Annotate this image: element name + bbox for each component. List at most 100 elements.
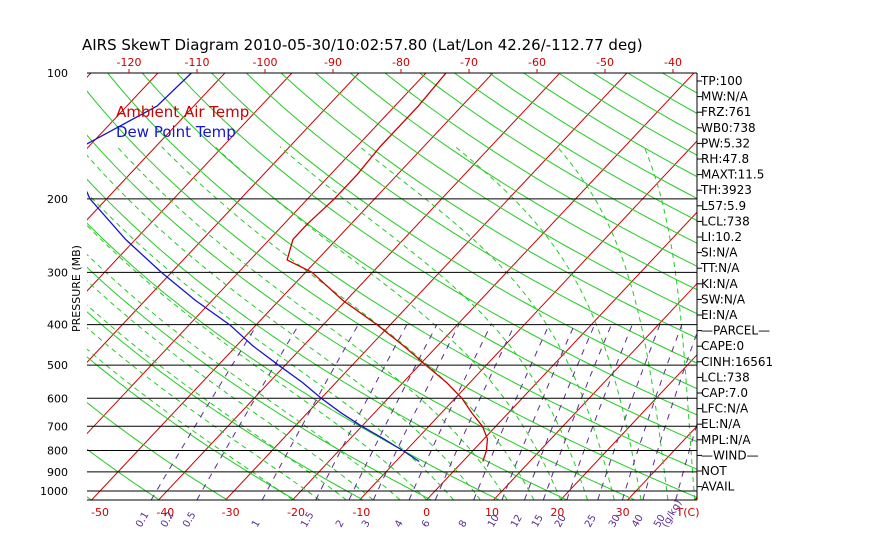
moist-adiabat-line	[87, 192, 454, 500]
top-temp-tick-label: -110	[185, 56, 210, 69]
side-panel-entry: CAPE:0	[701, 339, 744, 353]
side-panel-entry: LCL:738	[701, 370, 750, 384]
isotherm-line	[818, 53, 870, 511]
side-panel-entry: TH:3923	[700, 183, 752, 197]
mixing-ratio-line	[501, 324, 575, 500]
isotherm-line	[559, 354, 697, 500]
dry-adiabat-line	[141, 73, 697, 443]
side-panel-entry: NOT	[701, 464, 727, 478]
pressure-tick-label: 800	[47, 444, 68, 457]
side-panel-entry: RH:47.8	[701, 152, 749, 166]
side-panel-entry: LCL:738	[701, 214, 750, 228]
top-temp-tick-label: -100	[253, 56, 278, 69]
pressure-tick-label: 500	[47, 359, 68, 372]
pressure-tick-label: 200	[47, 193, 68, 206]
mixing-ratio-tick-label: 4	[393, 518, 406, 529]
dry-adiabat-line	[87, 311, 364, 500]
dry-adiabat-line	[87, 134, 636, 500]
bottom-temp-tick-label: -50	[91, 506, 109, 519]
y-axis-label: PRESSURE (MB)	[70, 245, 83, 332]
moist-adiabat-line	[87, 348, 293, 500]
isotherm-line	[87, 73, 226, 221]
moist-adiabat-line	[161, 146, 535, 500]
bottom-temp-tick-label: -40	[156, 506, 174, 519]
mixing-ratio-line	[196, 324, 300, 500]
side-panel-entry: SI:N/A	[701, 246, 738, 260]
mixing-ratio-line	[524, 324, 596, 500]
side-panel-entry: CINH:16561	[701, 355, 773, 369]
side-panel-entry: —WIND—	[701, 448, 759, 462]
dry-adiabat-line	[314, 73, 697, 315]
pressure-tick-label: 1000	[40, 485, 68, 498]
isotherm-line	[626, 425, 697, 500]
side-panel-entry: KI:N/A	[701, 277, 738, 291]
dry-adiabat-line	[349, 73, 697, 291]
pressure-tick-label: 900	[47, 466, 68, 479]
dry-adiabat-line	[176, 73, 697, 416]
isotherm-line	[87, 73, 293, 292]
mixing-ratio-tick-label: 25	[583, 513, 599, 530]
isotherm-line	[358, 140, 697, 500]
side-panel-entry: WB0:738	[701, 121, 756, 135]
side-panel-entry: —PARCEL—	[701, 324, 770, 338]
isotherm-line	[425, 211, 697, 500]
top-temp-tick-label: -50	[596, 56, 614, 69]
bottom-temp-tick-label: 20	[550, 506, 564, 519]
legend-entry: Ambient Air Temp	[116, 103, 249, 121]
air-temp-line	[286, 73, 489, 462]
isotherm-line	[87, 73, 427, 435]
moist-adiabat-line	[87, 280, 374, 500]
isotherm-line	[751, 53, 870, 511]
legend-entry: Dew Point Temp	[116, 123, 236, 141]
mixing-ratio-line	[434, 324, 516, 500]
bottom-temp-tick-label: 0	[423, 506, 430, 519]
mixing-ratio-line	[372, 324, 460, 500]
bottom-temp-tick-label: 30	[616, 506, 630, 519]
side-panel-entry: EI:N/A	[701, 308, 738, 322]
dry-adiabat-line	[87, 448, 160, 500]
mixing-ratio-tick-label: 1	[250, 518, 263, 529]
top-temp-tick-label: -80	[392, 56, 410, 69]
mixing-ratio-tick-label: 3	[360, 518, 373, 529]
dry-adiabat-line	[522, 73, 697, 178]
mixing-ratio-tick-label: 6	[420, 518, 433, 529]
mixing-ratio-tick-label: 40	[630, 513, 646, 530]
pressure-tick-label: 100	[47, 67, 68, 80]
dry-adiabat-line	[87, 401, 228, 500]
side-panel-entry: TT:N/A	[700, 261, 740, 275]
top-temp-tick-label: -120	[117, 56, 142, 69]
side-panel-entry: MPL:N/A	[701, 433, 751, 447]
dewpoint-line	[87, 73, 420, 463]
dry-adiabat-line	[384, 73, 697, 267]
isotherm-line	[0, 53, 43, 511]
pressure-tick-label: 700	[47, 420, 68, 433]
bottom-temp-tick-label: -10	[352, 506, 370, 519]
dry-adiabat-line	[0, 54, 23, 500]
bottom-temp-tick-label: T(C)	[676, 506, 700, 519]
top-temp-tick-label: -90	[324, 56, 342, 69]
side-panel-entry: LI:10.2	[701, 230, 742, 244]
dry-adiabat-line	[210, 73, 697, 390]
side-panel-entry: TP:100	[700, 74, 743, 88]
side-panel-entry: PW:5.32	[701, 136, 750, 150]
pressure-tick-label: 300	[47, 266, 68, 279]
chart-title: AIRS SkewT Diagram 2010-05-30/10:02:57.8…	[82, 36, 643, 54]
side-panel-entry: SW:N/A	[701, 292, 746, 306]
isotherm-line	[87, 73, 360, 363]
mixing-ratio-line	[408, 324, 492, 500]
moist-adiabat-line	[87, 224, 428, 500]
mixing-ratio-tick-label: 0.1	[134, 510, 151, 529]
dry-adiabat-line	[245, 73, 697, 364]
side-panel-entry: CAP:7.0	[701, 386, 748, 400]
mixing-ratio-line	[261, 324, 359, 500]
pressure-tick-label: 600	[47, 392, 68, 405]
dry-adiabat-line	[106, 73, 697, 470]
mixing-ratio-line	[473, 324, 550, 500]
top-temp-tick-label: -40	[664, 56, 682, 69]
isotherm-line	[157, 73, 561, 500]
mixing-ratio-tick-label: 8	[457, 518, 470, 529]
mixing-ratio-line	[315, 324, 408, 500]
moist-adiabat-line	[643, 146, 696, 500]
top-temp-tick-label: -60	[528, 56, 546, 69]
